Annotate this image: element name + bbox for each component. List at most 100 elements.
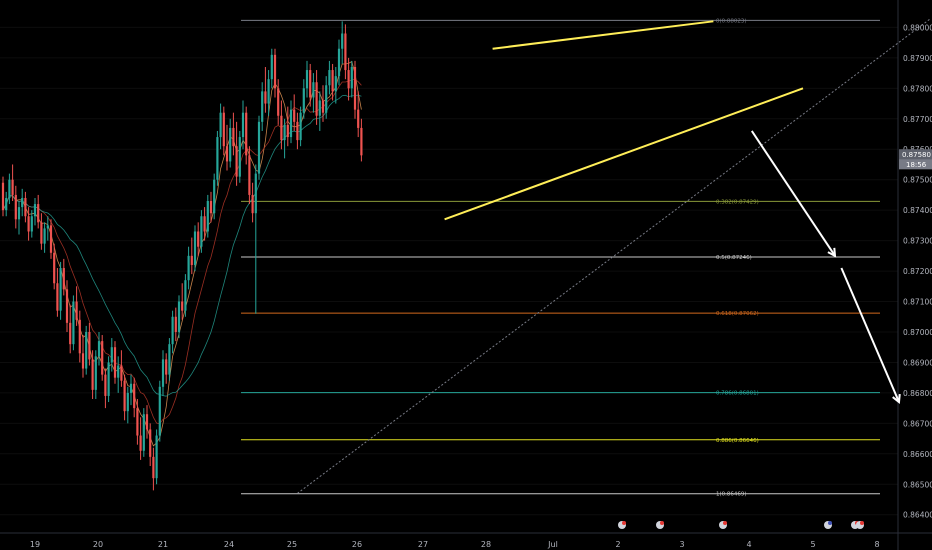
wedge-upper-line[interactable] <box>492 20 714 50</box>
candle <box>5 191 8 217</box>
candle <box>155 429 158 485</box>
candle-body <box>331 70 334 92</box>
candle <box>17 201 21 235</box>
candle-body <box>97 341 101 357</box>
candle <box>120 350 123 387</box>
candle-body <box>184 280 187 311</box>
time-tick-label: 20 <box>93 540 103 549</box>
price-tick-label: 0.86400 <box>903 511 932 520</box>
projection-arrow[interactable] <box>840 267 900 403</box>
candle <box>245 106 248 165</box>
time-tick-label: 24 <box>224 540 234 549</box>
candle-body <box>24 197 27 217</box>
candle-body <box>286 124 289 138</box>
candle <box>49 219 53 259</box>
candle <box>126 386 129 424</box>
candle-body <box>126 392 129 412</box>
price-tick-label: 0.86700 <box>903 419 932 428</box>
candle-body <box>190 255 193 265</box>
time-tick-label: 2 <box>615 540 620 549</box>
candle-body <box>165 359 168 375</box>
candle <box>104 368 107 409</box>
candle <box>299 106 302 147</box>
candle-body <box>104 374 107 396</box>
candle-body <box>155 435 158 479</box>
candle-body <box>289 109 293 138</box>
candle-body <box>17 207 21 220</box>
wedge-lower-line[interactable] <box>444 87 804 221</box>
candle-body <box>296 121 299 141</box>
candle <box>161 350 165 396</box>
candle <box>193 225 197 272</box>
price-tick-label: 0.87400 <box>903 206 932 215</box>
current-price-badge-top <box>899 149 932 160</box>
candle-body <box>171 316 174 345</box>
projection-arrow[interactable] <box>750 130 836 257</box>
candle-body <box>136 408 139 436</box>
candle <box>321 85 325 122</box>
candle <box>209 191 213 223</box>
candle <box>177 295 181 339</box>
candle-body <box>177 301 181 332</box>
candle <box>286 106 289 147</box>
economic-events[interactable] <box>618 521 864 529</box>
candle-body <box>293 109 296 122</box>
candle-body <box>40 222 43 244</box>
candle <box>75 286 78 326</box>
event-marker-dot <box>660 521 664 525</box>
time-axis[interactable]: 19 20 21 24 25 26 27 28 Jul 2 3 4 5 8 <box>30 540 880 549</box>
candle <box>341 21 344 64</box>
candle-body <box>232 127 235 147</box>
candle <box>305 60 309 98</box>
candle-body <box>43 228 46 244</box>
time-tick-label: 4 <box>746 540 751 549</box>
candle-body <box>142 414 145 451</box>
drawing-tools[interactable] <box>297 17 932 494</box>
candle <box>353 60 357 119</box>
candle <box>190 237 193 275</box>
candle-body <box>85 331 88 369</box>
candle-body <box>193 231 197 265</box>
fibonacci-retracement[interactable]: 0(0.88023) 0.382(0.87429) 0.5(0.87246) 0.61… <box>241 18 880 498</box>
candle-body <box>222 112 225 147</box>
candle <box>261 82 264 131</box>
price-tick-label: 0.86600 <box>903 450 932 459</box>
candle <box>94 350 97 399</box>
candle-body <box>5 197 8 211</box>
event-marker-dot <box>860 521 864 525</box>
candle <box>152 447 155 491</box>
fib-level-label: 0.786(0.86801) <box>716 391 759 397</box>
candle <box>235 121 238 186</box>
candle-body <box>254 173 257 214</box>
candle <box>101 335 104 381</box>
candle-body <box>62 268 65 290</box>
candle <box>123 374 126 421</box>
candle-body <box>264 91 267 104</box>
candle <box>110 338 113 372</box>
candle <box>97 331 101 366</box>
candle <box>33 197 37 226</box>
candle-body <box>325 85 328 113</box>
candle-body <box>187 255 190 281</box>
candle <box>200 210 203 253</box>
candle <box>219 103 222 150</box>
candle-body <box>21 197 24 208</box>
candle-body <box>273 54 277 89</box>
time-tick-label: 8 <box>874 540 879 549</box>
price-axis[interactable]: 0.881000.880000.879000.878000.877000.876… <box>899 0 932 520</box>
candle-body <box>347 70 350 89</box>
candle-body <box>149 429 152 457</box>
candle <box>328 60 331 95</box>
candle <box>133 377 136 418</box>
candle <box>222 106 225 156</box>
candle <box>257 115 261 180</box>
fib-level-label: 1(0.86469) <box>716 492 747 498</box>
event-marker-dot <box>828 521 832 525</box>
candle <box>149 423 152 466</box>
candle-body <box>328 70 331 86</box>
candle-body <box>280 115 283 141</box>
candle-body <box>315 82 318 116</box>
candle <box>30 210 33 238</box>
